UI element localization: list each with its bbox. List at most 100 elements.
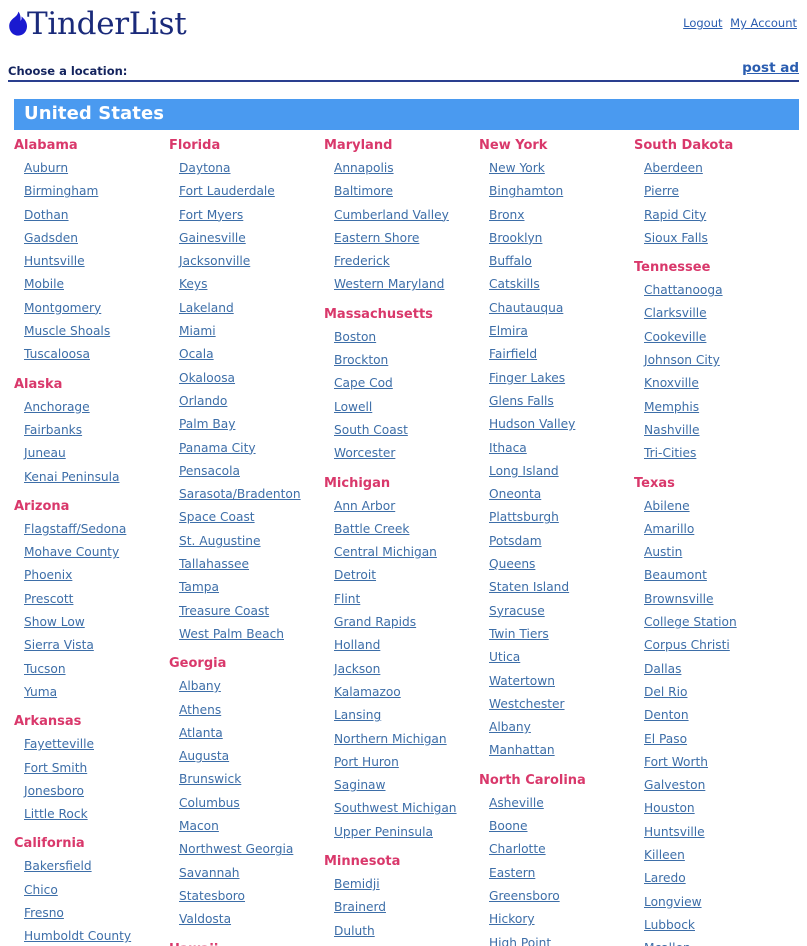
city-link[interactable]: Huntsville: [644, 824, 705, 839]
city-link[interactable]: Duluth: [334, 923, 375, 938]
city-link[interactable]: Port Huron: [334, 754, 399, 769]
city-link[interactable]: Treasure Coast: [179, 603, 270, 618]
city-link[interactable]: Abilene: [644, 498, 690, 513]
city-link[interactable]: Miami: [179, 324, 216, 339]
city-link[interactable]: Cape Cod: [334, 376, 393, 391]
city-link[interactable]: Juneau: [24, 446, 66, 461]
city-link[interactable]: Syracuse: [489, 603, 545, 618]
city-link[interactable]: New York: [489, 161, 545, 175]
logout-link[interactable]: Logout: [683, 16, 723, 30]
city-link[interactable]: Dallas: [644, 661, 682, 676]
city-link[interactable]: Glens Falls: [489, 393, 554, 408]
city-link[interactable]: Fairfield: [489, 347, 538, 362]
post-ad-link[interactable]: post ad: [742, 60, 799, 76]
city-link[interactable]: Killeen: [644, 848, 685, 863]
city-link[interactable]: Austin: [644, 545, 683, 560]
city-link[interactable]: Saginaw: [334, 778, 386, 793]
city-link[interactable]: Daytona: [179, 161, 231, 175]
city-link[interactable]: Flint: [334, 591, 361, 606]
city-link[interactable]: Prescott: [24, 591, 74, 606]
city-link[interactable]: Kalamazoo: [334, 684, 401, 699]
city-link[interactable]: Charlotte: [489, 842, 546, 857]
city-link[interactable]: Tucson: [24, 661, 66, 676]
city-link[interactable]: Birmingham: [24, 184, 99, 199]
city-link[interactable]: Chico: [24, 882, 58, 897]
city-link[interactable]: Grand Rapids: [334, 615, 417, 630]
city-link[interactable]: Brooklyn: [489, 230, 543, 245]
city-link[interactable]: Finger Lakes: [489, 370, 566, 385]
city-link[interactable]: Queens: [489, 557, 536, 572]
city-link[interactable]: Lubbock: [644, 917, 695, 932]
city-link[interactable]: Pensacola: [179, 463, 240, 478]
city-link[interactable]: Athens: [179, 702, 222, 717]
city-link[interactable]: Dothan: [24, 207, 69, 222]
city-link[interactable]: Nashville: [644, 422, 700, 437]
city-link[interactable]: Memphis: [644, 399, 700, 414]
city-link[interactable]: Lansing: [334, 708, 382, 723]
city-link[interactable]: Brunswick: [179, 772, 242, 787]
city-link[interactable]: Worcester: [334, 446, 396, 461]
city-link[interactable]: Upper Peninsula: [334, 824, 433, 839]
city-link[interactable]: Sarasota/Bradenton: [179, 487, 301, 502]
city-link[interactable]: Knoxville: [644, 376, 699, 391]
city-link[interactable]: Tri-Cities: [644, 446, 697, 461]
city-link[interactable]: Utica: [489, 650, 521, 665]
city-link[interactable]: Little Rock: [24, 807, 88, 822]
city-link[interactable]: Yuma: [24, 684, 58, 699]
city-link[interactable]: Ithaca: [489, 440, 527, 455]
city-link[interactable]: Sioux Falls: [644, 230, 708, 245]
city-link[interactable]: Space Coast: [179, 510, 255, 525]
city-link[interactable]: El Paso: [644, 731, 688, 746]
city-link[interactable]: Cumberland Valley: [334, 207, 449, 222]
city-link[interactable]: Northwest Georgia: [179, 842, 294, 857]
city-link[interactable]: Bronx: [489, 207, 525, 222]
city-link[interactable]: Show Low: [24, 615, 85, 630]
city-link[interactable]: Mcallen: [644, 941, 691, 946]
city-link[interactable]: Panama City: [179, 440, 256, 455]
city-link[interactable]: Boston: [334, 329, 377, 344]
city-link[interactable]: Orlando: [179, 393, 228, 408]
city-link[interactable]: Potsdam: [489, 533, 542, 548]
city-link[interactable]: Jackson: [334, 661, 381, 676]
city-link[interactable]: Greensboro: [489, 888, 560, 903]
city-link[interactable]: Anchorage: [24, 399, 90, 414]
city-link[interactable]: Elmira: [489, 324, 528, 339]
city-link[interactable]: Chautauqua: [489, 300, 564, 315]
city-link[interactable]: Statesboro: [179, 888, 246, 903]
city-link[interactable]: Flagstaff/Sedona: [24, 521, 127, 536]
city-link[interactable]: Atlanta: [179, 725, 223, 740]
city-link[interactable]: Amarillo: [644, 521, 695, 536]
city-link[interactable]: Bemidji: [334, 877, 380, 892]
city-link[interactable]: Fort Lauderdale: [179, 184, 275, 199]
city-link[interactable]: Palm Bay: [179, 417, 236, 432]
city-link[interactable]: Del Rio: [644, 684, 688, 699]
site-logo[interactable]: TinderList: [8, 8, 797, 40]
city-link[interactable]: Fairbanks: [24, 422, 83, 437]
city-link[interactable]: West Palm Beach: [179, 626, 284, 641]
city-link[interactable]: Jacksonville: [179, 254, 251, 269]
city-link[interactable]: Holland: [334, 638, 381, 653]
city-link[interactable]: South Coast: [334, 422, 408, 437]
city-link[interactable]: Chattanooga: [644, 283, 723, 298]
city-link[interactable]: Watertown: [489, 673, 555, 688]
city-link[interactable]: Jonesboro: [24, 783, 85, 798]
city-link[interactable]: Manhattan: [489, 743, 555, 758]
city-link[interactable]: Sierra Vista: [24, 638, 94, 653]
city-link[interactable]: Columbus: [179, 795, 240, 810]
city-link[interactable]: Beaumont: [644, 568, 707, 583]
city-link[interactable]: Eastern Shore: [334, 230, 420, 245]
city-link[interactable]: Muscle Shoals: [24, 324, 111, 339]
city-link[interactable]: Staten Island: [489, 580, 570, 595]
city-link[interactable]: Gadsden: [24, 230, 78, 245]
city-link[interactable]: Lakeland: [179, 300, 234, 315]
city-link[interactable]: Brownsville: [644, 591, 714, 606]
city-link[interactable]: St. Augustine: [179, 533, 261, 548]
city-link[interactable]: Augusta: [179, 749, 230, 764]
city-link[interactable]: Boone: [489, 819, 528, 834]
city-link[interactable]: Twin Tiers: [489, 626, 549, 641]
city-link[interactable]: Binghamton: [489, 184, 564, 199]
city-link[interactable]: Valdosta: [179, 912, 232, 927]
city-link[interactable]: Northern Michigan: [334, 731, 447, 746]
city-link[interactable]: Montgomery: [24, 300, 102, 315]
city-link[interactable]: Plattsburgh: [489, 510, 559, 525]
